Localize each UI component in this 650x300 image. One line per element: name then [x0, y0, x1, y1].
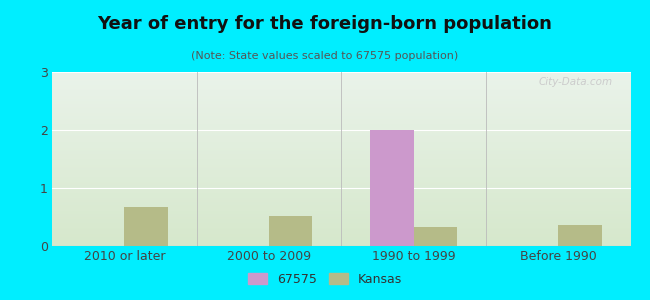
Text: Year of entry for the foreign-born population: Year of entry for the foreign-born popul… — [98, 15, 552, 33]
Bar — [413, 227, 457, 246]
Bar — [269, 216, 312, 246]
Bar — [124, 207, 168, 246]
Text: City-Data.com: City-Data.com — [539, 77, 613, 87]
Legend: 67575, Kansas: 67575, Kansas — [243, 268, 407, 291]
Text: (Note: State values scaled to 67575 population): (Note: State values scaled to 67575 popu… — [191, 51, 459, 61]
Bar — [558, 225, 601, 246]
Bar — [370, 130, 413, 246]
